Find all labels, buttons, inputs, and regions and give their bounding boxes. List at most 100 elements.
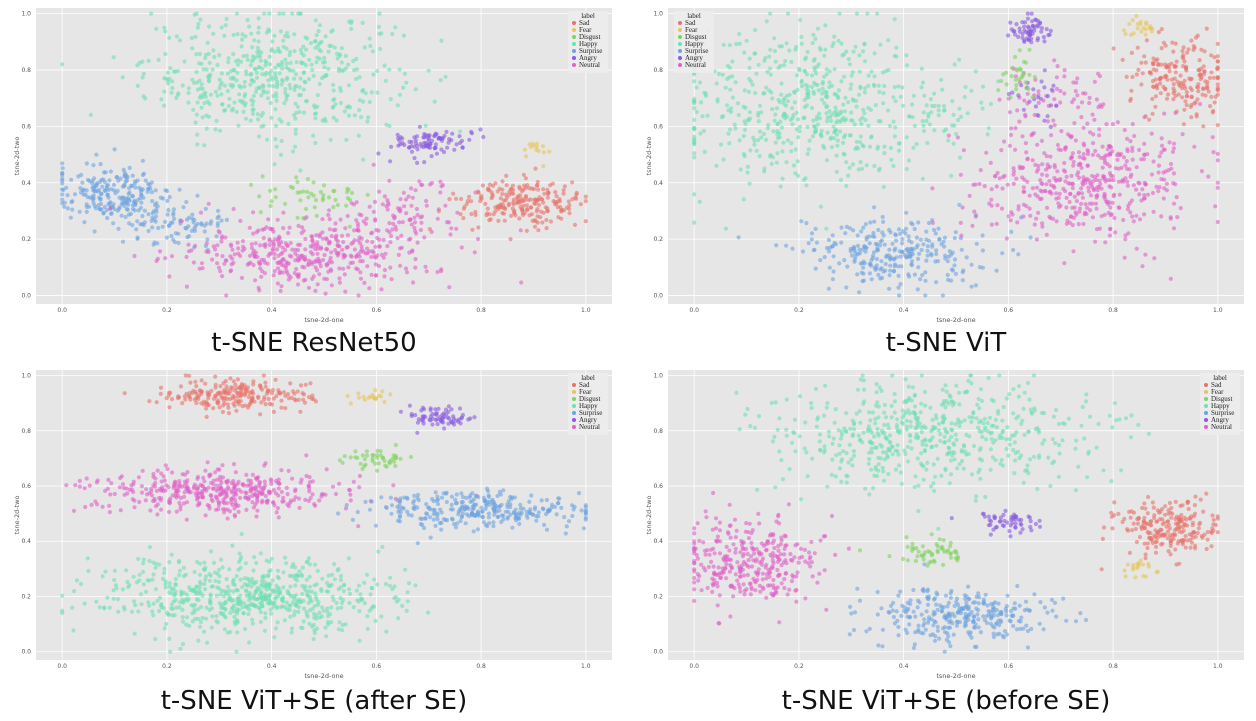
- point-happy: [234, 11, 240, 16]
- point-angry: [1044, 27, 1049, 32]
- point-sad: [1156, 30, 1161, 35]
- point-sad: [265, 389, 270, 394]
- point-neutral: [1011, 172, 1016, 177]
- point-neutral: [342, 272, 347, 277]
- point-surprise: [579, 508, 584, 513]
- point-fear: [541, 164, 546, 169]
- point-disgust: [314, 213, 319, 218]
- point-happy: [700, 114, 705, 119]
- point-happy: [378, 46, 383, 52]
- point-neutral: [1132, 133, 1137, 139]
- point-happy: [292, 32, 297, 37]
- point-fear: [1144, 20, 1149, 25]
- point-surprise: [123, 198, 128, 203]
- point-happy: [757, 129, 763, 134]
- point-neutral: [1100, 144, 1105, 149]
- point-neutral: [236, 509, 241, 514]
- point-disgust: [1021, 72, 1026, 77]
- point-neutral: [1125, 149, 1130, 154]
- x-tick-label: 0.4: [267, 663, 277, 670]
- point-happy: [301, 606, 306, 611]
- point-happy: [272, 635, 277, 640]
- x-tick-label: 0.2: [162, 663, 172, 670]
- point-disgust: [298, 198, 303, 203]
- point-angry: [1021, 107, 1026, 112]
- point-happy: [275, 620, 280, 625]
- point-happy: [317, 81, 322, 87]
- point-surprise: [862, 244, 867, 249]
- point-happy: [325, 580, 330, 585]
- point-sad: [1181, 122, 1186, 127]
- point-disgust: [311, 180, 316, 185]
- point-happy: [282, 555, 288, 560]
- point-neutral: [202, 479, 207, 484]
- point-neutral: [279, 468, 284, 473]
- point-fear: [1127, 21, 1132, 27]
- point-surprise: [90, 197, 95, 202]
- point-surprise: [898, 231, 903, 236]
- point-happy: [163, 51, 168, 57]
- point-happy: [359, 115, 364, 120]
- point-neutral: [214, 483, 219, 488]
- point-happy: [210, 67, 215, 72]
- point-sad: [211, 406, 216, 411]
- point-sad: [489, 190, 494, 195]
- point-neutral: [253, 278, 258, 283]
- point-angry: [398, 142, 403, 147]
- point-happy: [893, 125, 898, 130]
- point-happy: [326, 573, 331, 578]
- point-neutral: [1128, 210, 1133, 215]
- point-happy: [924, 118, 929, 124]
- point-happy: [209, 606, 214, 611]
- legend-title: label: [581, 12, 595, 20]
- point-happy: [153, 587, 158, 592]
- point-sad: [462, 204, 467, 209]
- point-happy: [397, 67, 402, 72]
- point-neutral: [1076, 150, 1082, 155]
- point-surprise: [878, 239, 883, 244]
- point-neutral: [213, 494, 218, 499]
- point-happy: [339, 605, 344, 610]
- point-sad: [1182, 107, 1187, 112]
- point-happy: [182, 590, 187, 596]
- point-neutral: [454, 226, 459, 231]
- point-happy: [202, 560, 207, 565]
- point-sad: [1159, 62, 1164, 67]
- point-sad: [187, 390, 192, 396]
- point-neutral: [259, 274, 264, 279]
- point-happy: [844, 160, 849, 165]
- point-happy: [936, 108, 941, 113]
- point-happy: [714, 163, 719, 168]
- point-happy: [791, 163, 796, 168]
- point-surprise: [1016, 252, 1021, 257]
- point-neutral: [289, 254, 294, 259]
- point-happy: [857, 92, 862, 97]
- point-happy: [310, 67, 315, 73]
- point-happy: [973, 69, 978, 74]
- point-fear: [1138, 19, 1143, 24]
- point-neutral: [159, 507, 164, 512]
- point-happy: [863, 86, 868, 91]
- point-surprise: [947, 249, 952, 254]
- point-angry: [1035, 113, 1040, 118]
- point-neutral: [356, 524, 361, 529]
- point-neutral: [1159, 136, 1164, 141]
- point-happy: [251, 596, 256, 601]
- point-happy: [178, 646, 183, 651]
- point-happy: [773, 112, 778, 117]
- point-happy: [697, 80, 703, 85]
- point-happy: [273, 71, 278, 76]
- point-neutral: [424, 203, 429, 208]
- point-happy: [298, 11, 303, 16]
- point-happy: [730, 74, 735, 79]
- point-angry: [1047, 32, 1052, 37]
- point-neutral: [1141, 157, 1147, 162]
- point-surprise: [945, 259, 950, 264]
- point-surprise: [101, 210, 106, 215]
- x-tick-label: 1.0: [581, 663, 591, 670]
- point-happy: [213, 89, 218, 94]
- point-neutral: [1123, 163, 1128, 168]
- point-happy: [836, 38, 841, 44]
- point-neutral: [1069, 173, 1074, 178]
- point-happy: [238, 601, 243, 606]
